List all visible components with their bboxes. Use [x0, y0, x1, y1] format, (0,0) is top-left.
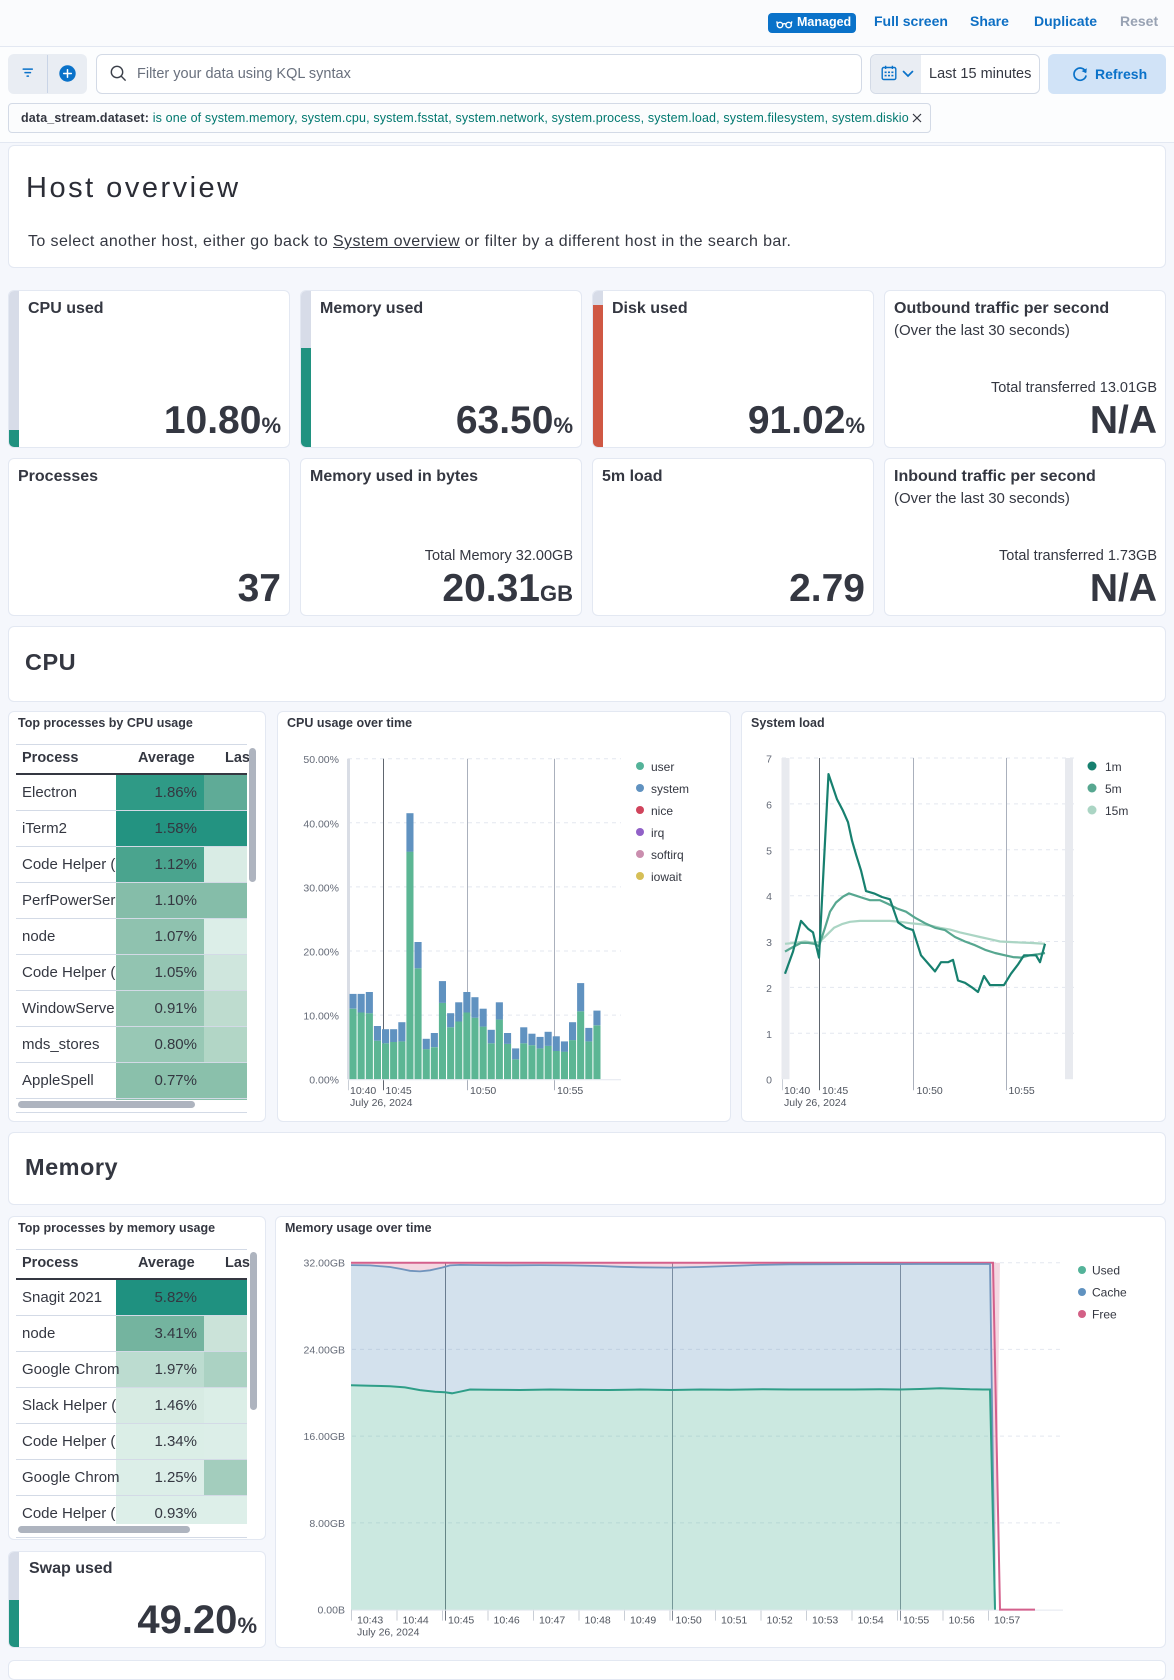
- svg-text:4: 4: [766, 891, 772, 903]
- svg-text:user: user: [651, 760, 674, 774]
- svg-text:10:45: 10:45: [822, 1085, 848, 1097]
- svg-text:3: 3: [766, 937, 772, 949]
- svg-text:15m: 15m: [1105, 804, 1128, 818]
- svg-text:10:55: 10:55: [557, 1085, 583, 1097]
- svg-text:32.00GB: 32.00GB: [304, 1258, 345, 1270]
- svg-text:30.00%: 30.00%: [303, 882, 339, 894]
- svg-text:July 26, 2024: July 26, 2024: [350, 1097, 413, 1109]
- svg-text:5: 5: [766, 845, 772, 857]
- svg-text:24.00GB: 24.00GB: [304, 1344, 345, 1356]
- svg-text:10:45: 10:45: [386, 1085, 412, 1097]
- svg-text:10:49: 10:49: [630, 1615, 656, 1627]
- svg-text:10:55: 10:55: [1009, 1085, 1035, 1097]
- svg-text:Free: Free: [1092, 1308, 1117, 1322]
- svg-text:10:51: 10:51: [721, 1615, 747, 1627]
- svg-text:10.00%: 10.00%: [303, 1011, 339, 1023]
- svg-text:Cache: Cache: [1092, 1286, 1127, 1300]
- svg-text:10:50: 10:50: [676, 1615, 702, 1627]
- svg-text:0: 0: [766, 1075, 772, 1087]
- svg-text:10:40: 10:40: [784, 1085, 810, 1097]
- svg-text:iowait: iowait: [651, 870, 682, 884]
- svg-text:irq: irq: [651, 826, 664, 840]
- svg-text:40.00%: 40.00%: [303, 818, 339, 830]
- svg-text:10:52: 10:52: [767, 1615, 793, 1627]
- svg-text:July 26, 2024: July 26, 2024: [784, 1097, 847, 1109]
- svg-text:1: 1: [766, 1029, 772, 1041]
- svg-text:softirq: softirq: [651, 848, 684, 862]
- svg-text:6: 6: [766, 799, 772, 811]
- svg-text:10:50: 10:50: [917, 1085, 943, 1097]
- svg-text:10:54: 10:54: [858, 1615, 884, 1627]
- svg-text:5m: 5m: [1105, 782, 1122, 796]
- svg-text:10:53: 10:53: [812, 1615, 838, 1627]
- svg-text:10:45: 10:45: [448, 1615, 474, 1627]
- svg-text:10:50: 10:50: [470, 1085, 496, 1097]
- svg-text:10:43: 10:43: [357, 1615, 383, 1627]
- svg-text:1m: 1m: [1105, 760, 1122, 774]
- svg-text:50.00%: 50.00%: [303, 754, 339, 766]
- svg-text:16.00GB: 16.00GB: [304, 1431, 345, 1443]
- svg-text:2: 2: [766, 983, 772, 995]
- svg-text:10:47: 10:47: [539, 1615, 565, 1627]
- svg-text:10:48: 10:48: [585, 1615, 611, 1627]
- svg-text:7: 7: [766, 754, 772, 766]
- svg-text:0.00%: 0.00%: [309, 1075, 339, 1087]
- svg-text:Used: Used: [1092, 1264, 1120, 1278]
- svg-text:nice: nice: [651, 804, 673, 818]
- svg-text:10:55: 10:55: [903, 1615, 929, 1627]
- svg-text:July 26, 2024: July 26, 2024: [357, 1627, 420, 1639]
- svg-text:10:46: 10:46: [494, 1615, 520, 1627]
- svg-text:10:44: 10:44: [403, 1615, 429, 1627]
- svg-text:10:56: 10:56: [949, 1615, 975, 1627]
- svg-text:8.00GB: 8.00GB: [309, 1518, 345, 1530]
- svg-text:10:57: 10:57: [994, 1615, 1020, 1627]
- svg-text:0.00B: 0.00B: [318, 1605, 345, 1617]
- svg-text:10:40: 10:40: [350, 1085, 376, 1097]
- svg-text:system: system: [651, 782, 689, 796]
- svg-text:20.00%: 20.00%: [303, 947, 339, 959]
